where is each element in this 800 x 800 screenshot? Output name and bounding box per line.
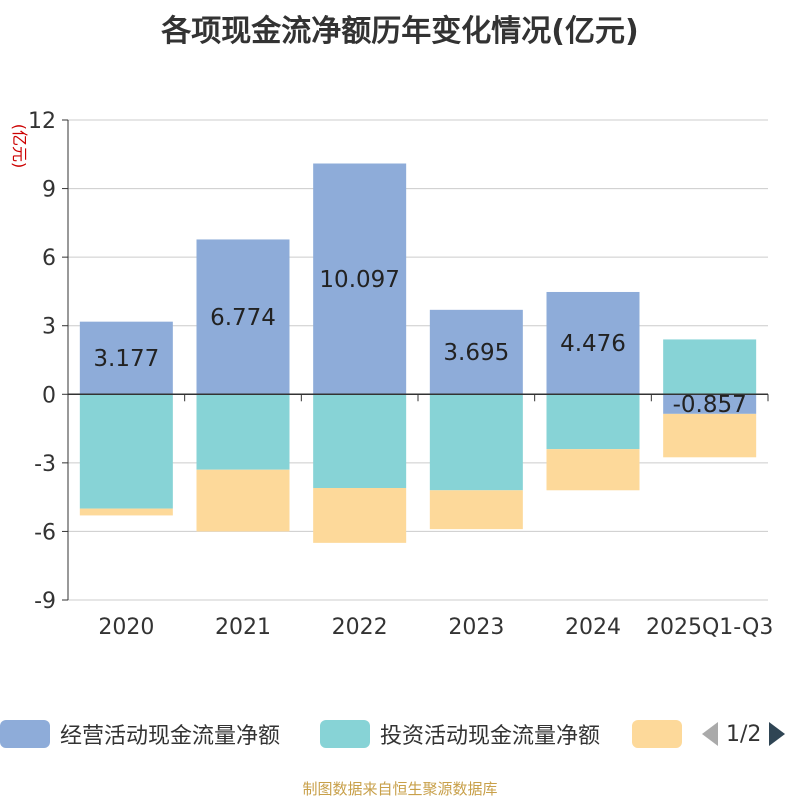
- data-label: 10.097: [319, 267, 399, 293]
- source-note: 制图数据来自恒生聚源数据库: [302, 780, 498, 798]
- bar-financing-2025Q1-Q3[interactable]: [663, 413, 757, 458]
- y-tick-label: 9: [42, 178, 56, 203]
- x-tick-label: 2023: [448, 615, 504, 640]
- bar-financing-2023[interactable]: [429, 490, 523, 530]
- bar-financing-2020[interactable]: [79, 508, 173, 516]
- chart-title: 各项现金流净额历年变化情况(亿元): [161, 14, 639, 49]
- bar-operating-2023[interactable]: [429, 309, 523, 395]
- y-tick-label: 0: [42, 383, 56, 408]
- bar-operating-2021[interactable]: [196, 239, 290, 395]
- bar-financing-2024[interactable]: [546, 449, 640, 491]
- legend-page-indicator: 1/2: [726, 721, 762, 747]
- data-label: 3.177: [93, 346, 159, 372]
- y-tick-label: 6: [42, 246, 56, 271]
- bar-financing-2021[interactable]: [196, 469, 290, 532]
- x-tick-label: 2021: [215, 615, 271, 640]
- bar-investing-2020[interactable]: [79, 394, 173, 509]
- y-tick-label: -6: [34, 520, 56, 545]
- bar-operating-2020[interactable]: [79, 321, 173, 395]
- x-tick-label: 2020: [98, 615, 154, 640]
- prev-page-icon[interactable]: [700, 720, 720, 748]
- bar-investing-2023[interactable]: [429, 394, 523, 491]
- legend-item-operating[interactable]: 经营活动现金流量净额: [0, 718, 280, 750]
- y-tick-label: -9: [34, 589, 56, 614]
- legend-label: 经营活动现金流量净额: [60, 724, 281, 749]
- bar-operating-2024[interactable]: [546, 291, 640, 395]
- bar-investing-2024[interactable]: [546, 394, 640, 450]
- data-label: 4.476: [560, 331, 626, 357]
- legend-label: 投资活动现金流量净额: [380, 724, 601, 749]
- y-tick-label: -3: [34, 452, 56, 477]
- data-label: 6.774: [210, 305, 276, 331]
- x-tick-label: 2022: [332, 615, 388, 640]
- bar-investing-2022[interactable]: [313, 394, 407, 488]
- x-tick-label: 2024: [565, 615, 621, 640]
- y-axis-label: (亿元): [10, 124, 29, 169]
- legend-swatch: [320, 720, 370, 748]
- next-page-icon[interactable]: [767, 720, 787, 748]
- bar-financing-2022[interactable]: [313, 488, 407, 543]
- data-label: 3.695: [443, 340, 509, 366]
- bar-investing-2025Q1-Q3[interactable]: [663, 339, 757, 395]
- legend-pager: 1/2: [700, 718, 787, 750]
- y-tick-label: 3: [42, 315, 56, 340]
- y-tick-label: 12: [28, 109, 56, 134]
- data-label: -0.857: [673, 392, 747, 418]
- x-tick-label: 2025Q1-Q3: [646, 615, 773, 640]
- legend-item-investing[interactable]: 投资活动现金流量净额: [320, 718, 600, 750]
- bar-operating-2022[interactable]: [313, 163, 407, 395]
- legend-swatch: [0, 720, 50, 748]
- bar-operating-2025Q1-Q3[interactable]: [663, 394, 757, 414]
- legend-swatch: [632, 720, 682, 748]
- bar-investing-2021[interactable]: [196, 394, 290, 470]
- legend-item-financing[interactable]: [632, 718, 692, 750]
